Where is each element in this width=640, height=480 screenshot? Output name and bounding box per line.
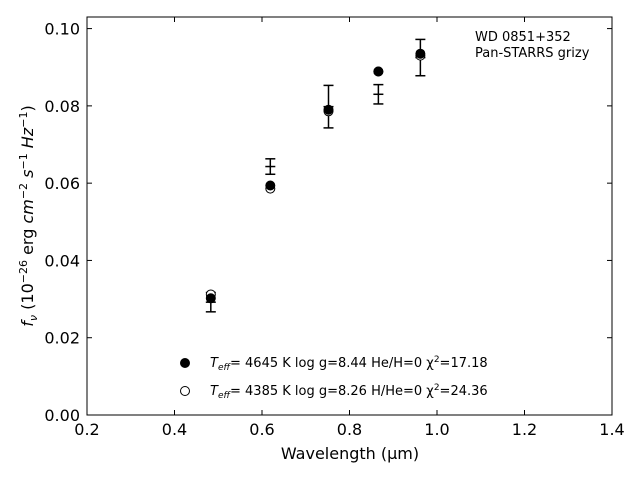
- x-tick-label: 0.2: [74, 420, 99, 439]
- legend: Teff= 4645 K log g=8.44 He/H=0 χ2=17.18 …: [180, 355, 488, 401]
- legend-entry-2: Teff= 4385 K log g=8.26 H/He=0 χ2=24.36: [210, 383, 488, 401]
- y-tick-label: 0.08: [44, 97, 80, 116]
- y-tick-label: 0.04: [44, 251, 80, 270]
- model-points: [205, 48, 426, 304]
- point-filled: [323, 104, 334, 115]
- x-tick-label: 0.4: [162, 420, 187, 439]
- x-axis-label: Wavelength (μm): [281, 444, 419, 463]
- point-filled: [205, 293, 216, 304]
- legend-entry-1: Teff= 4645 K log g=8.44 He/H=0 χ2=17.18: [210, 355, 488, 373]
- y-tick-label: 0.10: [44, 20, 80, 39]
- y-tick-label: 0.06: [44, 174, 80, 193]
- x-tick-label: 1.2: [512, 420, 537, 439]
- legend-marker-filled: [180, 358, 190, 368]
- legend-marker-open: [180, 386, 190, 396]
- x-tick-label: 1.4: [599, 420, 624, 439]
- errorbar: [373, 83, 384, 105]
- observed-errorbars: [205, 38, 426, 313]
- point-filled: [265, 180, 276, 191]
- x-tick-label: 0.6: [249, 420, 274, 439]
- y-tick-label: 0.02: [44, 329, 80, 348]
- x-tick-label: 1.0: [424, 420, 449, 439]
- annotation-survey: Pan-STARRS grizy: [475, 46, 590, 61]
- x-tick-label: 0.8: [337, 420, 362, 439]
- point-filled: [373, 66, 384, 77]
- point-filled: [415, 48, 426, 59]
- axis-ticks: 0.2 0.4 0.6 0.8 1.0 1.2 1.4 0.00 0.02 0.04 0.06 0.0…: [44, 17, 625, 439]
- y-axis-label: fν (10−26 erg cm−2 s−1 Hz−1): [17, 105, 40, 326]
- errorbar: [265, 158, 276, 176]
- y-tick-label: 0.00: [44, 406, 80, 425]
- annotation-object-name: WD 0851+352: [475, 30, 571, 45]
